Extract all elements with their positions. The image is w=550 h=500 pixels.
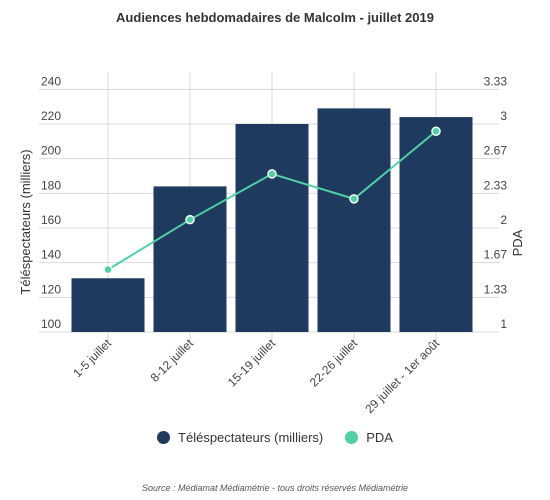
- x-tick-label: 15-19 juillet: [225, 336, 279, 390]
- y-tick-label-right: 3.33: [484, 74, 508, 88]
- pda-point[interactable]: [431, 126, 441, 137]
- bar[interactable]: [153, 186, 227, 332]
- x-tick-label: 1-5 juillet: [70, 336, 114, 380]
- y-axis-title-right: PDA: [510, 229, 525, 256]
- y-tick-label-right: 1: [500, 317, 507, 331]
- pda-point[interactable]: [349, 194, 359, 204]
- pda-point[interactable]: [185, 214, 195, 225]
- legend-viewers-swatch: [157, 431, 171, 444]
- x-tick-label: 8-12 juillet: [148, 336, 197, 385]
- legend: Téléspectateurs (milliers) PDA: [0, 430, 550, 445]
- bar[interactable]: [71, 278, 145, 332]
- legend-pda-label: PDA: [366, 430, 393, 445]
- y-tick-label-left: 240: [41, 74, 61, 88]
- bar[interactable]: [235, 124, 309, 332]
- y-tick-label-left: 180: [41, 178, 61, 192]
- y-tick-label-left: 120: [41, 282, 61, 296]
- y-tick-label-left: 140: [41, 248, 61, 262]
- legend-viewers-label: Téléspectateurs (milliers): [178, 430, 324, 445]
- x-tick-label: 29 juillet - 1er août: [362, 336, 442, 416]
- legend-item-pda[interactable]: PDA: [345, 430, 393, 445]
- y-axis-title-left: Téléspectateurs (milliers): [18, 149, 33, 294]
- y-tick-label-right: 1.67: [484, 248, 508, 262]
- bar-layer: [71, 108, 473, 333]
- y-tick-label-right: 2.67: [484, 144, 508, 158]
- pda-point[interactable]: [267, 169, 277, 179]
- bar[interactable]: [317, 108, 391, 333]
- y-tick-label-right: 1.33: [484, 282, 508, 296]
- source-note: Source : Médiamat Médiamétrie - tous dro…: [141, 483, 409, 493]
- y-tick-label-right: 2: [500, 213, 507, 227]
- x-tick-label: 22-26 juillet: [307, 336, 361, 390]
- y-tick-label-left: 220: [41, 109, 61, 123]
- line-layer: [103, 126, 441, 275]
- chart-title: Audiences hebdomadaires de Malcolm - jui…: [116, 10, 434, 25]
- y-tick-label-left: 100: [41, 317, 61, 331]
- y-tick-label-right: 2.33: [484, 178, 508, 192]
- y-tick-label-right: 3: [500, 109, 507, 123]
- y-tick-label-left: 160: [41, 213, 61, 227]
- legend-pda-swatch: [345, 431, 359, 444]
- y-tick-label-left: 200: [41, 144, 61, 158]
- legend-item-viewers[interactable]: Téléspectateurs (milliers): [157, 430, 323, 445]
- bar[interactable]: [399, 117, 473, 332]
- pda-point[interactable]: [103, 264, 113, 275]
